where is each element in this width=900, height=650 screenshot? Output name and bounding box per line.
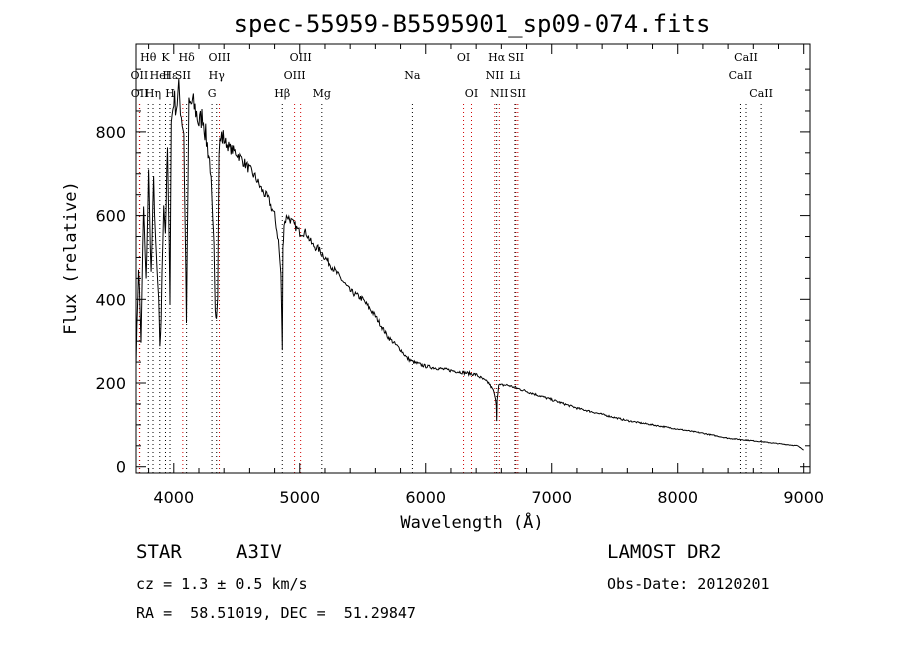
y-tick-label: 200	[95, 374, 126, 393]
line-marker-label: CaII	[729, 69, 753, 82]
x-tick-label: 6000	[405, 488, 446, 507]
axis-ticks: 4000 5000 6000 7000 8000 9000 0 200 400 600 800	[95, 44, 824, 507]
line-marker-label: G	[208, 87, 217, 100]
x-tick-label: 4000	[153, 488, 194, 507]
ra-dec-coordinates: RA = 58.51019, DEC = 51.29847	[136, 604, 416, 622]
line-marker-label: Hε	[162, 69, 178, 82]
line-marker-label: Mg	[313, 87, 331, 100]
line-marker-label: SII	[510, 87, 526, 100]
line-marker-label: H	[165, 87, 175, 100]
y-axis-label: Flux (relative)	[61, 181, 81, 335]
line-marker-label: OIII	[284, 69, 306, 82]
line-marker-label: Hβ	[274, 87, 290, 100]
line-marker-label: K	[161, 51, 170, 64]
survey-name: LAMOST DR2	[607, 541, 722, 563]
flux-series-line	[135, 78, 804, 451]
line-marker-label: Hδ	[179, 51, 196, 64]
observation-date: Obs-Date: 20120201	[607, 575, 770, 593]
y-tick-label: 0	[116, 458, 126, 477]
line-marker-label: Hη	[145, 87, 161, 100]
object-subclass: A3IV	[236, 541, 282, 563]
redshift-cz: cz = 1.3 ± 0.5 km/s	[136, 575, 308, 593]
line-marker-label: OIII	[208, 51, 230, 64]
line-marker-label: SII	[508, 51, 524, 64]
line-marker-label: OIII	[290, 51, 312, 64]
line-marker-label: OI	[465, 87, 478, 100]
x-axis-label: Wavelength (Å)	[400, 511, 543, 533]
line-marker-label: HeI	[150, 69, 170, 82]
line-marker-label: Hα	[488, 51, 506, 64]
line-marker-label: Hγ	[209, 69, 226, 82]
line-marker-label: Hθ	[140, 51, 157, 64]
line-marker-label: OII	[131, 69, 149, 82]
x-tick-label: 7000	[531, 488, 572, 507]
line-marker-label: NII	[490, 87, 508, 100]
y-tick-label: 600	[95, 207, 126, 226]
line-marker-label: NII	[486, 69, 504, 82]
line-marker-label: CaII	[734, 51, 758, 64]
x-tick-label: 9000	[783, 488, 824, 507]
line-marker-label: Na	[404, 69, 421, 82]
plot-frame	[135, 43, 811, 474]
y-tick-label: 400	[95, 290, 126, 309]
x-tick-label: 8000	[657, 488, 698, 507]
line-marker-label: Li	[510, 69, 521, 82]
line-marker-label: CaII	[749, 87, 773, 100]
x-tick-label: 5000	[279, 488, 320, 507]
line-marker-label: OI	[457, 51, 470, 64]
line-marker-label: OII	[131, 87, 149, 100]
line-marker-label: SII	[175, 69, 191, 82]
object-class: STAR	[136, 541, 182, 563]
chart-title: spec-55959-B5595901_sp09-074.fits	[234, 10, 711, 38]
y-tick-label: 800	[95, 123, 126, 142]
